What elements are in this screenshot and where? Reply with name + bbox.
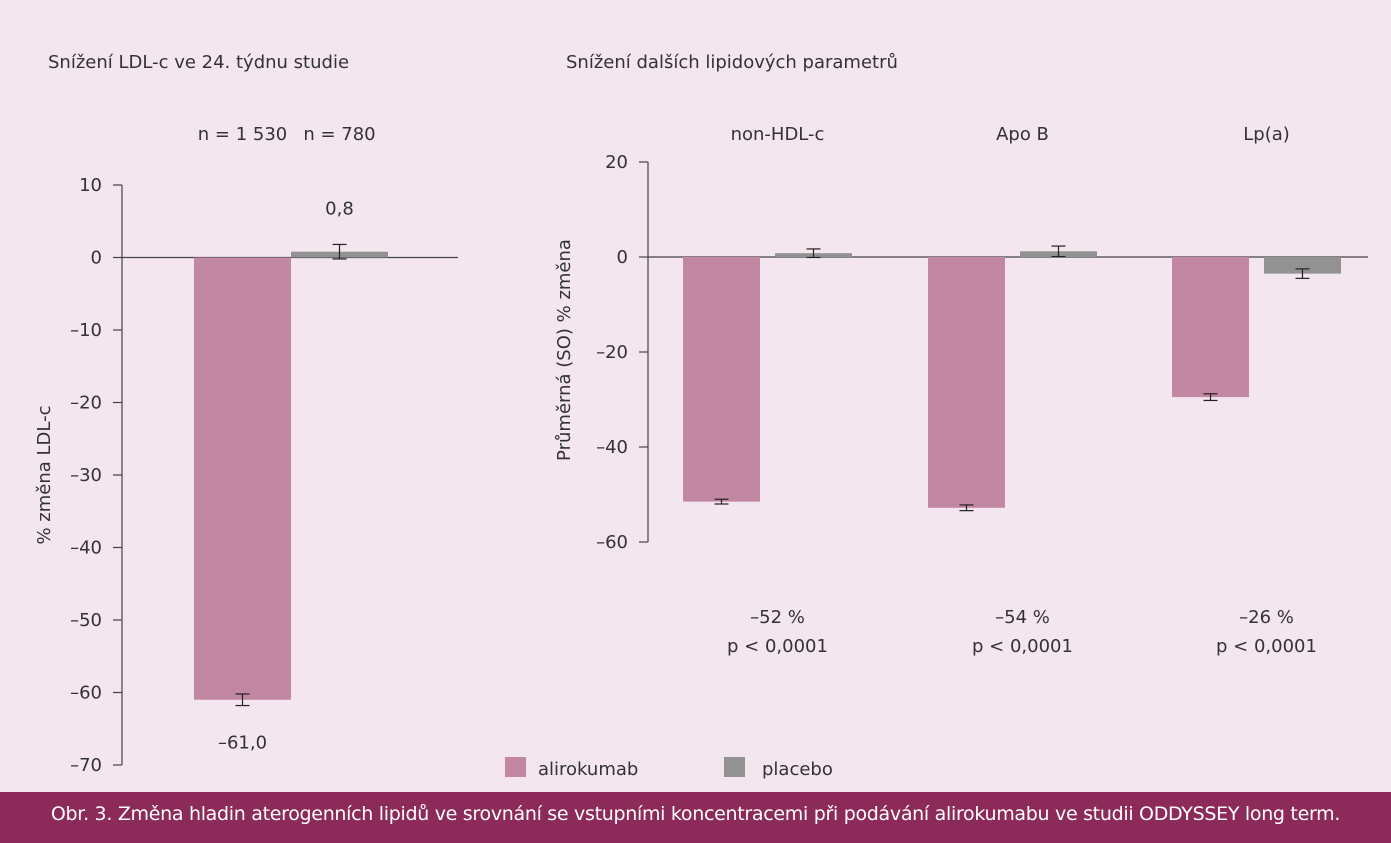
y-tick-label: –20 [596,342,628,363]
y-tick-label: –10 [70,320,102,341]
ldl-chart: Snížení LDL-c ve 24. týdnu studie % změn… [34,52,458,776]
bar-alirokumab [194,257,291,700]
y-tick-label: –30 [70,465,102,486]
legend-swatch-alirokumab [505,757,526,777]
legend-label-placebo: placebo [762,759,833,780]
y-tick-label: 20 [605,152,628,173]
category-label: Apo B [996,124,1049,145]
value-label-placebo: 0,8 [325,198,354,219]
figure-caption: Obr. 3. Změna hladin aterogenních lipidů… [50,803,1341,825]
category-label: non-HDL-c [731,124,825,145]
ldl-chart-title: Snížení LDL-c ve 24. týdnu studie [48,52,349,73]
y-tick-label: 0 [617,247,628,268]
n-label-placebo: n = 780 [303,124,375,145]
legend: alirokumab placebo [505,757,833,780]
lipid-chart-title: Snížení dalších lipidových parametrů [566,52,898,73]
bar-alirokumab [683,257,760,502]
bar-placebo [1264,257,1341,274]
lipid-parameters-chart: Snížení dalších lipidových parametrů Prů… [554,52,1368,657]
p-value-label: p < 0,0001 [972,636,1073,657]
y-tick-label: 10 [79,175,102,196]
lipid-chart-bars [683,245,1341,512]
bar-alirokumab [1172,257,1249,398]
difference-label: –26 % [1239,607,1294,628]
lipid-chart-y-axis: 20 0 –20 –40 –60 [596,152,1368,553]
y-tick-label: –70 [70,755,102,776]
n-label-alirokumab: n = 1 530 [198,124,287,145]
y-tick-label: 0 [91,248,102,269]
ldl-chart-labels: n = 1 530 –61,0 n = 780 0,8 [198,124,376,754]
legend-label-alirokumab: alirokumab [538,759,638,780]
bar-alirokumab [928,257,1005,508]
lipid-chart-y-axis-label: Průměrná (SO) % změna [554,239,575,461]
ldl-chart-y-axis-label: % změna LDL-c [34,405,55,544]
y-tick-label: –40 [596,437,628,458]
y-tick-label: –20 [70,393,102,414]
p-value-label: p < 0,0001 [727,636,828,657]
legend-swatch-placebo [724,757,745,777]
difference-label: –54 % [995,607,1050,628]
y-tick-label: –60 [70,683,102,704]
y-tick-label: –60 [596,532,628,553]
ldl-chart-bars [194,243,388,707]
ldl-chart-y-axis: 10 0 –10 –20 –30 –40 –50 –60 –70 [70,175,458,776]
value-label-alirokumab: –61,0 [218,733,267,754]
category-label: Lp(a) [1243,124,1290,145]
p-value-label: p < 0,0001 [1216,636,1317,657]
caption-bar [0,792,1391,843]
lipid-chart-labels: non-HDL-c –52 % p < 0,0001 Apo B –54 % p < 0,… [727,124,1317,657]
difference-label: –52 % [750,607,805,628]
y-tick-label: –40 [70,538,102,559]
y-tick-label: –50 [70,610,102,631]
